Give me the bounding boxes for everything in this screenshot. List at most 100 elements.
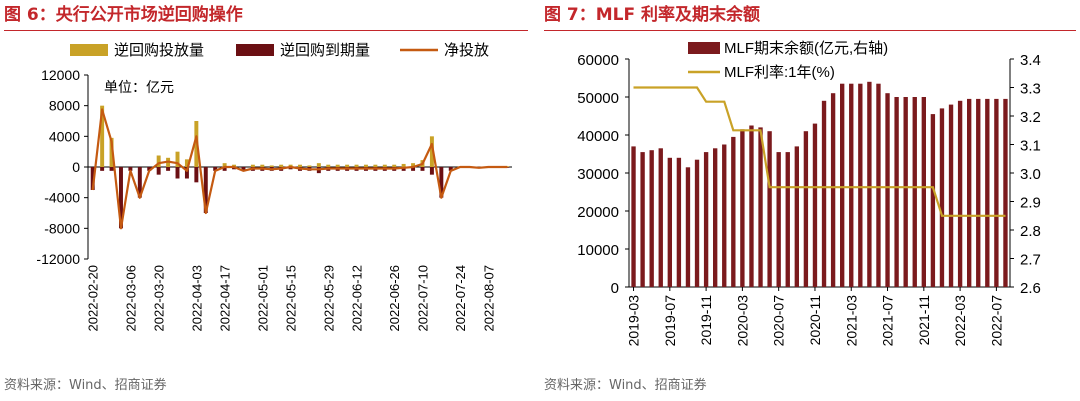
left-x-tick-label: 2022-06-12 <box>350 265 365 332</box>
maturity-bar <box>429 167 434 175</box>
left-y-tick-label: -4000 <box>44 190 80 206</box>
balance-bar <box>631 146 636 287</box>
balance-bar <box>985 98 990 288</box>
balance-bar <box>676 157 682 287</box>
maturity-bar <box>184 167 189 179</box>
balance-bar <box>876 83 881 287</box>
maturity-bar <box>128 167 133 171</box>
injection-bar <box>316 163 321 167</box>
mlf-y-tick-label: 40000 <box>577 128 619 145</box>
mlf-x-tick-label: 2019-11 <box>698 295 714 346</box>
injection-bar <box>298 164 302 167</box>
legend-injection-swatch <box>70 44 108 56</box>
balance-bar <box>694 159 700 287</box>
balance-bar <box>821 100 827 287</box>
injection-bar <box>307 165 312 167</box>
injection-bar <box>335 164 340 167</box>
balance-bar <box>649 150 654 287</box>
left-source: 资料来源：Wind、招商证券 <box>4 378 167 393</box>
maturity-bar <box>118 167 123 229</box>
injection-bar <box>109 137 114 167</box>
balance-bar <box>939 108 945 288</box>
balance-bar <box>867 81 872 287</box>
mlf-y-tick-label: 20000 <box>577 204 619 221</box>
balance-bar <box>967 98 972 288</box>
injection-bar <box>363 164 368 167</box>
maturity-bar <box>203 167 208 213</box>
mlf-x-tick-label: 2019-07 <box>662 295 678 347</box>
balance-bar <box>830 93 836 287</box>
mlf-y2-tick-label: 3.0 <box>1020 166 1041 183</box>
left-x-tick-label: 2022-06-26 <box>387 265 402 332</box>
balance-bar <box>713 148 718 287</box>
maturity-bar <box>411 167 416 171</box>
left-x-tick-label: 2022-05-01 <box>255 265 270 332</box>
mlf-y-tick-label: 30000 <box>577 166 619 183</box>
injection-bar <box>222 163 227 167</box>
maturity-bar <box>448 167 453 171</box>
maturity-bar <box>222 167 227 171</box>
left-x-tick-label: 2022-05-29 <box>321 265 336 332</box>
left-x-tick-label: 2022-07-10 <box>415 265 430 332</box>
balance-bar <box>667 157 672 287</box>
right-source: 资料来源：Wind、招商证券 <box>544 378 707 393</box>
balance-bar <box>803 131 809 287</box>
balance-bar <box>758 127 763 288</box>
mlf-x-tick-label: 2020-11 <box>807 295 823 346</box>
balance-bar <box>658 148 663 287</box>
net-injection-line <box>91 108 508 230</box>
balance-bar <box>740 129 745 287</box>
injection-bar <box>382 164 387 167</box>
right-title-rule <box>544 30 1076 31</box>
balance-bar <box>794 146 799 287</box>
mlf-x-tick-label: 2021-03 <box>843 295 859 347</box>
legend-balance-swatch <box>688 42 720 54</box>
mlf-y2-tick-label: 2.8 <box>1020 223 1041 240</box>
legend-balance-label: MLF期末余额(亿元,右轴) <box>724 39 888 57</box>
injection-bar <box>250 164 255 167</box>
mlf-y2-tick-label: 3.3 <box>1020 81 1041 98</box>
maturity-bar <box>288 167 293 170</box>
injection-bar <box>269 165 274 167</box>
maturity-bar <box>137 167 142 198</box>
left-y-tick-label: -12000 <box>36 251 80 267</box>
mlf-y-tick-label: 60000 <box>577 52 619 69</box>
maturity-bar <box>241 167 246 171</box>
injection-bar <box>288 164 293 167</box>
left-x-tick-label: 2022-04-17 <box>218 265 233 332</box>
left-y-tick-label: 12000 <box>41 67 80 83</box>
maturity-bar <box>401 167 406 171</box>
balance-bar <box>885 93 890 287</box>
balance-bar <box>930 114 936 287</box>
mlf-y-tick-label: 10000 <box>577 242 619 259</box>
injection-bar <box>401 163 406 167</box>
mlf-x-tick-label: 2021-11 <box>916 295 932 346</box>
mlf-y2-tick-label: 2.6 <box>1020 280 1041 297</box>
injection-bar <box>345 164 350 167</box>
balance-bar <box>767 131 772 287</box>
left-x-tick-label: 2022-03-20 <box>152 265 167 332</box>
balance-bar <box>921 97 926 287</box>
left-y-tick-label: 8000 <box>49 98 80 114</box>
balance-bar <box>785 152 790 287</box>
left-x-tick-label: 2022-08-07 <box>481 265 496 332</box>
mlf-y-tick-label: 0 <box>611 280 619 297</box>
maturity-bar <box>420 167 425 171</box>
balance-bar <box>703 152 709 287</box>
balance-bar <box>640 152 645 287</box>
balance-bar <box>903 97 908 287</box>
mlf-y2-tick-label: 2.7 <box>1020 252 1041 269</box>
left-y-tick-label: -8000 <box>44 220 80 236</box>
right-chart-title: 图 7：MLF 利率及期末余额 <box>544 5 761 25</box>
maturity-bar <box>194 167 199 183</box>
mlf-rate-line <box>633 86 1006 217</box>
injection-bar <box>175 151 180 167</box>
balance-bar <box>685 167 691 287</box>
injection-bar <box>184 159 189 167</box>
balance-bar <box>1003 98 1008 288</box>
legend-maturity-swatch <box>236 44 274 56</box>
maturity-bar <box>439 167 444 198</box>
injection-bar <box>354 164 359 167</box>
left-x-tick-label: 2022-04-03 <box>189 265 204 332</box>
maturity-bar <box>166 167 171 171</box>
